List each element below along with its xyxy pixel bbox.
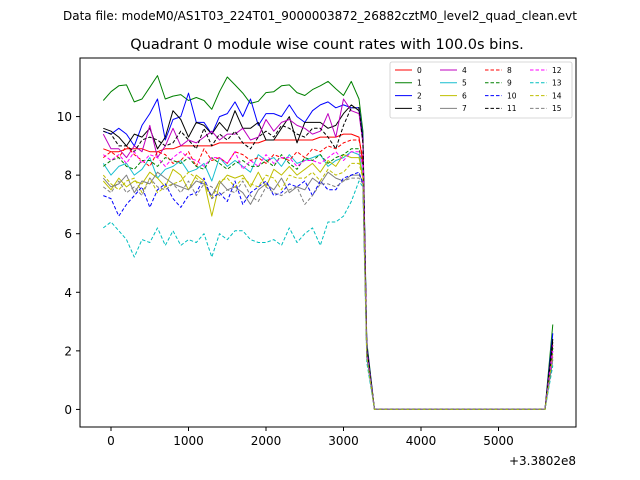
x-tick-label: 5000 xyxy=(483,434,514,448)
axes-frame xyxy=(79,57,577,428)
x-axis: 0 1000 2000 3000 4000 5000 xyxy=(107,427,514,448)
legend-label-4: 4 xyxy=(462,66,467,75)
legend-label-2: 2 xyxy=(417,91,422,100)
legend-label-6: 6 xyxy=(462,91,467,100)
x-tick-label: 0 xyxy=(107,434,115,448)
x-tick-label: 3000 xyxy=(328,434,359,448)
y-tick-label: 2 xyxy=(64,344,72,358)
data-file-label: Data file: modeM0/AS1T03_224T01_90000038… xyxy=(63,9,577,23)
legend-label-1: 1 xyxy=(417,79,422,88)
legend-frame xyxy=(389,61,573,119)
legend-label-8: 8 xyxy=(507,66,512,75)
legend-label-11: 11 xyxy=(507,104,517,113)
x-tick-label: 4000 xyxy=(406,434,437,448)
y-tick-label: 4 xyxy=(64,286,72,300)
axes-background xyxy=(80,58,576,427)
series-line-14 xyxy=(102,162,554,410)
y-tick-label: 0 xyxy=(64,403,72,417)
legend-label-0: 0 xyxy=(417,66,422,75)
series-line-11 xyxy=(103,107,554,410)
legend-label-10: 10 xyxy=(507,91,517,100)
series-line-13 xyxy=(102,180,554,410)
series-line-15 xyxy=(102,177,554,410)
series-line-9 xyxy=(102,148,554,410)
series-line-10 xyxy=(103,171,554,410)
legend-label-9: 9 xyxy=(507,79,512,88)
series-layer xyxy=(102,75,554,410)
legend-label-14: 14 xyxy=(552,91,562,100)
y-tick-label: 10 xyxy=(57,110,72,124)
legend-label-5: 5 xyxy=(462,79,467,88)
legend-label-7: 7 xyxy=(462,104,467,113)
y-axis: 0 2 4 6 8 10 xyxy=(57,110,80,417)
legend-label-15: 15 xyxy=(552,104,562,113)
legend-label-13: 13 xyxy=(552,79,562,88)
x-tick-label: 1000 xyxy=(173,434,204,448)
legend-label-3: 3 xyxy=(417,104,422,113)
legend-label-12: 12 xyxy=(552,66,562,75)
y-tick-label: 6 xyxy=(64,227,72,241)
x-tick-label: 2000 xyxy=(251,434,282,448)
x-offset-text: +3.3802e8 xyxy=(509,454,576,468)
chart-title: Quadrant 0 module wise count rates with … xyxy=(130,37,524,53)
y-tick-label: 8 xyxy=(64,169,72,183)
